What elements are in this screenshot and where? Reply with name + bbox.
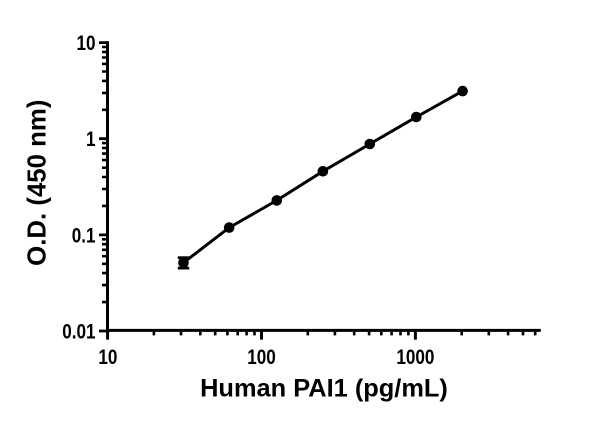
svg-text:0.01: 0.01 bbox=[62, 320, 95, 344]
svg-text:100: 100 bbox=[247, 345, 276, 369]
svg-text:1000: 1000 bbox=[396, 345, 434, 369]
svg-text:10: 10 bbox=[98, 345, 117, 369]
svg-text:O.D. (450 nm): O.D. (450 nm) bbox=[24, 100, 52, 266]
svg-text:1: 1 bbox=[86, 127, 96, 151]
svg-text:0.1: 0.1 bbox=[72, 224, 96, 248]
svg-text:Human PAI1 (pg/mL): Human PAI1 (pg/mL) bbox=[200, 375, 448, 403]
svg-text:10: 10 bbox=[76, 31, 95, 55]
